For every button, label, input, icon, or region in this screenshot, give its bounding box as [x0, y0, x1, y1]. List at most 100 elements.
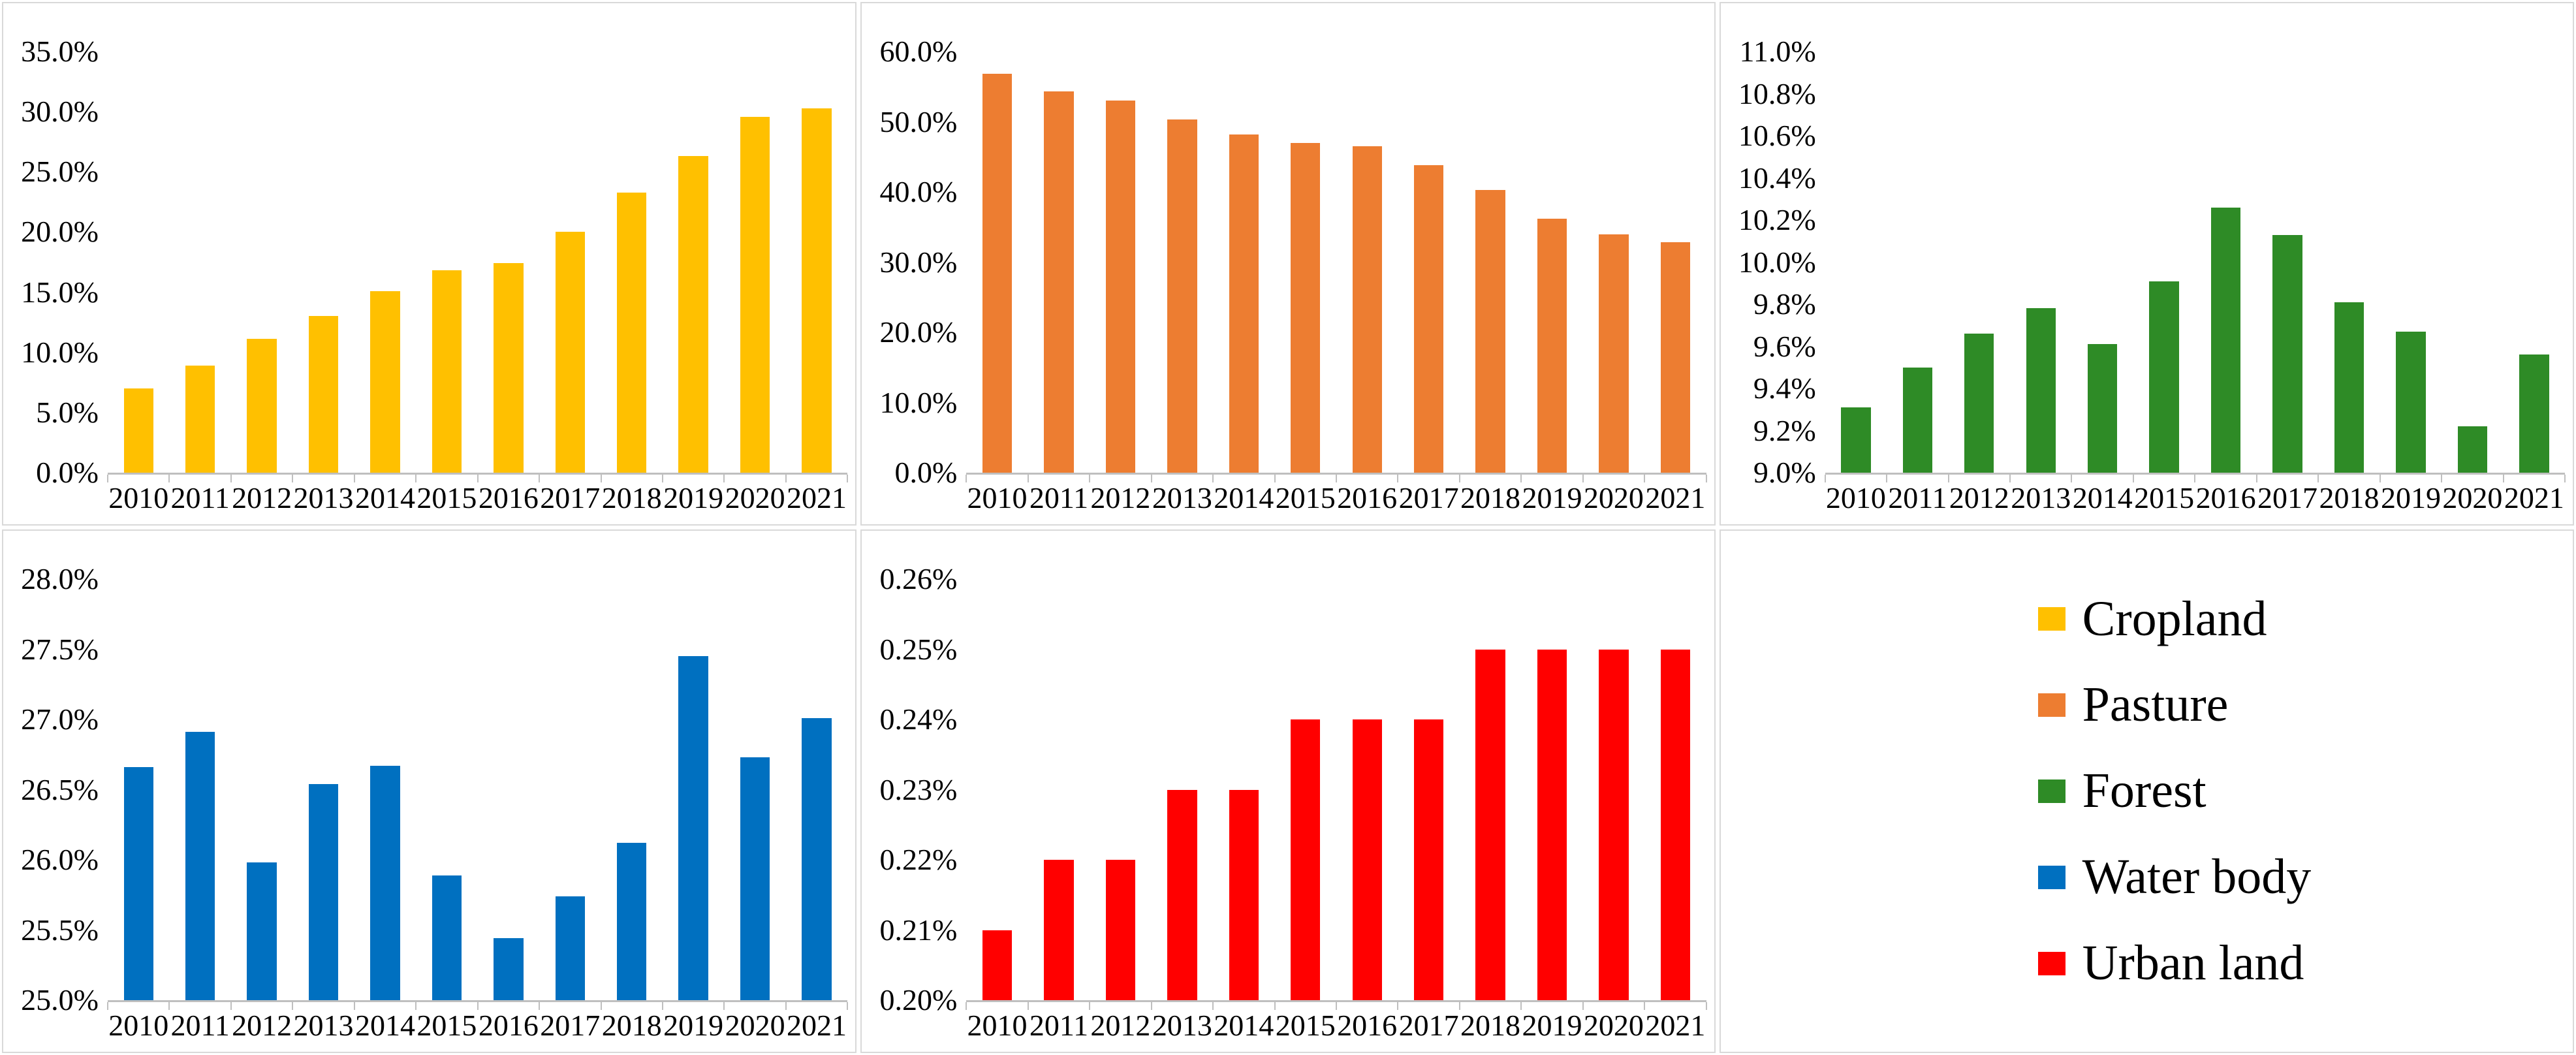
bar-slot-2011: [169, 52, 232, 482]
bar-pasture-2018: [1475, 189, 1505, 473]
bar-urban-land-2019: [1537, 649, 1567, 1000]
bar-forest-2010: [1841, 407, 1871, 473]
x-tick-label-2010: 2010: [108, 1009, 169, 1042]
bar-water-body-2019: [678, 656, 708, 1000]
x-tick-label-2020: 2020: [725, 1009, 785, 1042]
x-tick-label-2016: 2016: [478, 1009, 539, 1042]
bar-forest-2015: [2149, 281, 2179, 473]
x-tick-label-2014: 2014: [1214, 481, 1274, 514]
bar-urban-land-2020: [1599, 649, 1629, 1000]
x-axis-pasture: 2010 2011 2012 2013 2014 2015 2016 2017 2018 2019…: [966, 475, 1706, 522]
bar-water-body-2015: [432, 875, 462, 1000]
y-tick-label: 0.20%: [879, 983, 958, 1016]
x-tick-label-2012: 2012: [232, 1009, 292, 1042]
bar-slot-2019: [1521, 579, 1584, 1010]
bar-slot-2021: [1644, 52, 1708, 482]
bar-water-body-2012: [247, 862, 277, 1000]
y-tick-label: 11.0%: [1739, 35, 1816, 68]
x-tick-label-2013: 2013: [2011, 481, 2071, 514]
bar-urban-land-2013: [1167, 789, 1197, 1000]
y-tick-label: 26.0%: [21, 843, 99, 876]
x-tick-label-2017: 2017: [2257, 481, 2318, 514]
bar-cropland-2015: [432, 270, 462, 473]
bar-slot-2018: [2318, 52, 2381, 482]
y-tick-label: 50.0%: [879, 104, 958, 138]
bar-cropland-2021: [802, 108, 832, 473]
bar-water-body-2016: [494, 938, 524, 1000]
x-tick-label-2021: 2021: [787, 481, 847, 514]
bar-slot-2013: [2010, 52, 2073, 482]
bar-slot-2012: [1090, 52, 1153, 482]
bar-slot-2016: [2195, 52, 2258, 482]
x-tick-label-2017: 2017: [540, 481, 601, 514]
bar-slot-2010: [966, 52, 1029, 482]
bar-pasture-2012: [1105, 101, 1136, 473]
x-tick-label-2021: 2021: [1645, 1009, 1706, 1042]
bar-forest-2019: [2396, 331, 2426, 473]
plot-area-pasture: [966, 52, 1708, 482]
x-tick-label-2016: 2016: [1337, 1009, 1398, 1042]
y-tick-label: 9.2%: [1753, 413, 1816, 447]
bar-slot-2010: [1824, 52, 1888, 482]
bar-pasture-2010: [982, 74, 1013, 473]
bar-slot-2013: [292, 52, 356, 482]
bar-slot-2021: [1644, 579, 1708, 1010]
bar-slot-2012: [231, 579, 294, 1010]
bar-water-body-2010: [123, 767, 153, 1000]
bar-slot-2021: [786, 579, 849, 1010]
x-tick-label-2017: 2017: [540, 1009, 601, 1042]
chart-panel-forest: 9.0% 9.2% 9.4% 9.6% 9.8% 10.0% 10.2% 10.4% 10.6%…: [1719, 2, 2574, 526]
y-tick-label: 0.24%: [879, 702, 958, 736]
legend-item-urban-land: Urban land: [2037, 937, 2304, 990]
bar-urban-land-2018: [1475, 649, 1505, 1000]
x-tick-label-2019: 2019: [663, 1009, 724, 1042]
x-tick-label-2012: 2012: [1090, 481, 1151, 514]
legend-item-forest: Forest: [2037, 764, 2207, 817]
bar-slot-2018: [601, 579, 664, 1010]
bar-cropland-2013: [308, 316, 339, 473]
y-tick-label: 10.4%: [1738, 161, 1816, 195]
bar-slot-2015: [416, 52, 479, 482]
bar-water-body-2020: [740, 757, 770, 1000]
bar-cropland-2019: [678, 156, 708, 473]
x-tick-label-2010: 2010: [108, 481, 169, 514]
chart-panel-water-body: 25.0% 25.5% 26.0% 26.5% 27.0% 27.5% 28.0% 2010 2…: [2, 529, 857, 1053]
bar-slot-2014: [1213, 579, 1276, 1010]
legend-item-cropland: Cropland: [2037, 591, 2267, 646]
bar-slot-2016: [1336, 579, 1399, 1010]
x-tick-label-2021: 2021: [787, 1009, 847, 1042]
chart-cropland: 0.0% 5.0% 10.0% 15.0% 20.0% 25.0% 30.0% 35.0% 20…: [10, 37, 849, 522]
x-tick-label-2012: 2012: [1949, 481, 2009, 514]
bar-slot-2013: [292, 579, 356, 1010]
bar-urban-land-2017: [1413, 719, 1444, 1000]
y-axis-water-body: 25.0% 25.5% 26.0% 26.5% 27.0% 27.5% 28.0%: [10, 564, 108, 1015]
bar-slot-2020: [1583, 579, 1646, 1010]
y-tick-label: 10.2%: [1738, 203, 1816, 236]
x-tick-label-2020: 2020: [725, 481, 785, 514]
y-tick-label: 9.6%: [1753, 329, 1816, 363]
y-tick-label: 27.0%: [21, 702, 99, 736]
bar-urban-land-2015: [1291, 719, 1321, 1000]
y-tick-label: 60.0%: [879, 35, 958, 68]
bar-slot-2018: [1460, 579, 1522, 1010]
bar-slot-2010: [966, 579, 1029, 1010]
bar-slot-2010: [106, 52, 170, 482]
bar-water-body-2018: [617, 843, 647, 1000]
bar-water-body-2011: [185, 732, 215, 1000]
legend-label-cropland: Cropland: [2082, 591, 2267, 646]
x-tick-label-2013: 2013: [293, 1009, 354, 1042]
x-tick-label-2014: 2014: [354, 481, 415, 514]
y-tick-label: 0.25%: [879, 632, 958, 666]
x-tick-label-2020: 2020: [1583, 481, 1644, 514]
bar-forest-2017: [2272, 234, 2302, 473]
y-tick-label: 25.0%: [21, 983, 99, 1016]
x-tick-label-2017: 2017: [1398, 1009, 1459, 1042]
bar-slot-2011: [1028, 579, 1091, 1010]
y-tick-label: 10.0%: [1738, 245, 1816, 279]
x-tick-label-2018: 2018: [601, 1009, 662, 1042]
x-tick-label-2020: 2020: [1583, 1009, 1644, 1042]
bar-slot-2015: [1275, 579, 1338, 1010]
x-tick-label-2010: 2010: [967, 1009, 1028, 1042]
bar-forest-2016: [2210, 207, 2241, 473]
x-tick-label-2013: 2013: [293, 481, 354, 514]
